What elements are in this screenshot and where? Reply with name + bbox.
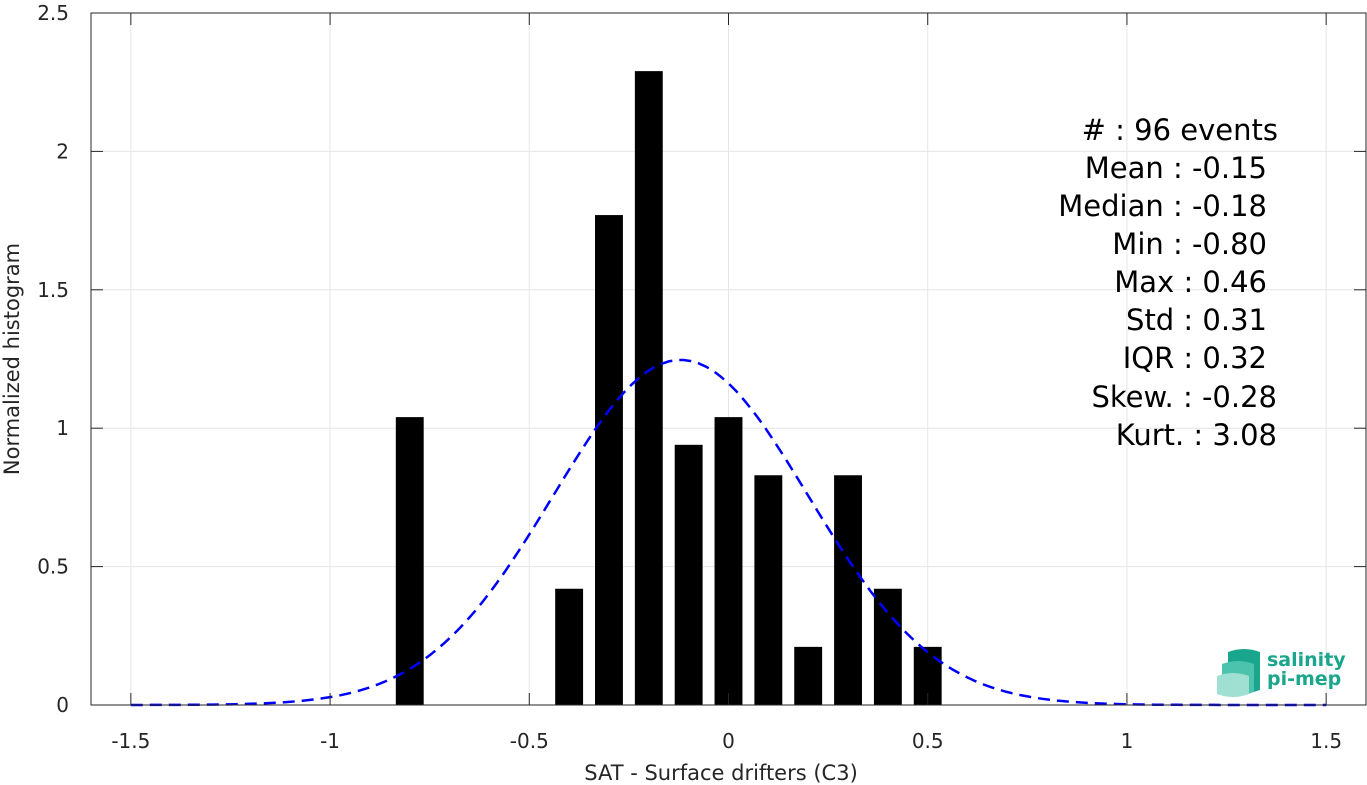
stat-kurt: Kurt. : 3.08 — [1116, 418, 1277, 452]
statistics-box: # : 96 events Mean : -0.15 Median : -0.1… — [1058, 113, 1278, 452]
histogram-bars — [395, 71, 942, 706]
x-tick-label-1: -1 — [320, 729, 340, 753]
y-tick-label-4: 2 — [56, 139, 69, 163]
stat-iqr: IQR : 0.32 — [1123, 341, 1267, 375]
bar-4 — [674, 444, 703, 705]
x-tick-label-3: 0 — [722, 729, 735, 753]
y-tick-label-0: 0 — [56, 693, 69, 717]
x-tick-label-2: -0.5 — [510, 729, 549, 753]
bar-2 — [595, 215, 623, 705]
bar-8 — [834, 475, 862, 705]
stat-std: Std : 0.31 — [1126, 303, 1267, 337]
stat-count: # : 96 events — [1082, 113, 1278, 147]
y-tick-label-3: 1.5 — [37, 278, 69, 302]
x-tick-label-0: -1.5 — [111, 729, 150, 753]
y-axis-ticks: 0 0.5 1 1.5 2 2.5 — [37, 1, 1366, 717]
logo-line-2: pi-mep — [1267, 668, 1341, 690]
stat-mean: Mean : -0.15 — [1085, 151, 1267, 185]
x-axis-ticks: -1.5 -1 -0.5 0 0.5 1 1.5 — [111, 13, 1342, 753]
stat-skew: Skew. : -0.28 — [1091, 380, 1277, 414]
bar-3 — [634, 71, 663, 706]
bar-6 — [754, 475, 783, 705]
bar-1 — [555, 588, 584, 705]
bar-0 — [395, 417, 424, 705]
y-tick-label-5: 2.5 — [37, 1, 69, 25]
y-tick-label-1: 0.5 — [37, 555, 69, 579]
y-axis-label: Normalized histogram — [0, 243, 24, 475]
y-tick-label-2: 1 — [56, 416, 69, 440]
bar-9 — [873, 588, 902, 705]
logo-line-1: salinity — [1267, 649, 1346, 671]
x-tick-label-4: 0.5 — [912, 729, 944, 753]
x-tick-label-6: 1.5 — [1310, 729, 1342, 753]
x-tick-label-5: 1 — [1121, 729, 1134, 753]
stat-min: Min : -0.80 — [1112, 227, 1267, 261]
stat-median: Median : -0.18 — [1058, 189, 1267, 223]
stat-max: Max : 0.46 — [1114, 265, 1267, 299]
x-axis-label: SAT - Surface drifters (C3) — [584, 761, 858, 785]
logo-waves-icon — [1217, 649, 1260, 697]
bar-7 — [794, 646, 823, 705]
salinity-pimep-logo: salinity pi-mep — [1217, 649, 1346, 697]
bar-5 — [714, 417, 743, 705]
